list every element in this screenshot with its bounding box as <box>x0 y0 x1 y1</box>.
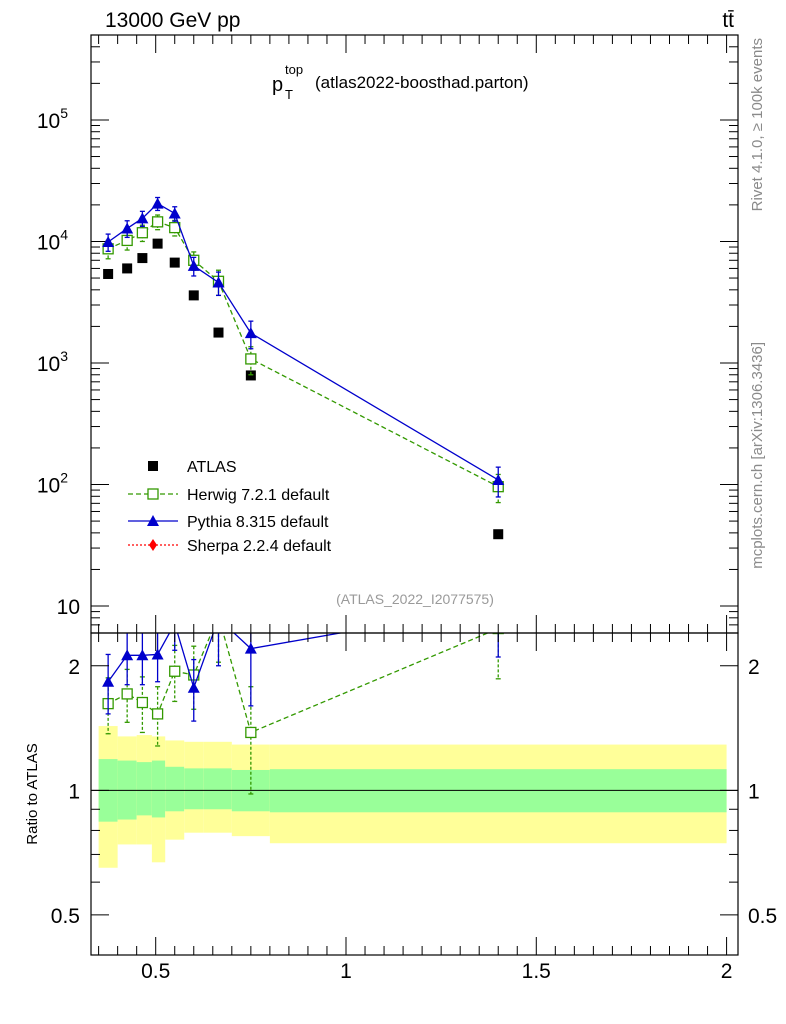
plot-title-sup: top <box>285 62 303 77</box>
series-line-herwig <box>107 221 499 488</box>
ratio-point-herwig <box>245 726 257 739</box>
data-point-pythia <box>187 259 200 271</box>
data-point-pythia <box>121 222 134 234</box>
legend-label-sherpa: Sherpa 2.2.4 default <box>187 538 332 555</box>
ratio-point-herwig <box>136 696 149 709</box>
ratio-point-pythia <box>244 642 257 654</box>
legend-entry-pythia: Pythia 8.315 default <box>128 514 329 531</box>
data-point-pythia <box>168 207 181 219</box>
legend-entry-herwig: Herwig 7.2.1 default <box>128 487 330 504</box>
y-tick-label-ratio-right: 1 <box>748 780 760 803</box>
main-panel: 10 102 103 104 105 p top T (atlas2022-boosth… <box>37 34 739 634</box>
legend-marker-sherpa <box>149 539 157 551</box>
analysis-id: (ATLAS_2022_I2077575) <box>336 591 494 607</box>
legend-entry-sherpa: Sherpa 2.2.4 default <box>128 538 332 555</box>
data-point-pythia <box>212 276 225 288</box>
y-tick-label-main: 105 <box>37 105 68 133</box>
x-tick-label: 1 <box>340 960 352 983</box>
legend-label-herwig: Herwig 7.2.1 default <box>187 487 330 504</box>
data-point-pythia <box>244 327 257 339</box>
legend-marker-atlas <box>148 461 158 471</box>
data-point-atlas <box>493 529 504 540</box>
data-point-atlas <box>245 370 256 381</box>
data-point-pythia <box>136 212 149 224</box>
data-point-pythia <box>492 473 505 485</box>
data-point-pythia <box>151 197 164 209</box>
y-tick-label-ratio-right: 2 <box>748 656 760 679</box>
legend-label-pythia: Pythia 8.315 default <box>187 514 329 531</box>
ratio-band-inner <box>151 760 166 818</box>
y-tick-label-main: 102 <box>37 470 68 498</box>
y-tick-label-main: 103 <box>37 348 68 376</box>
data-point-atlas <box>188 290 199 301</box>
process-label: tt̄ <box>722 9 734 32</box>
ratio-point-pythia <box>492 599 504 610</box>
data-point-herwig <box>136 227 149 239</box>
data-point-atlas <box>152 238 163 249</box>
energy-label: 13000 GeV pp <box>105 9 240 32</box>
series-line-pythia <box>107 202 499 481</box>
x-tick-label: 1.5 <box>522 960 551 983</box>
ratio-point-herwig <box>121 688 133 700</box>
plot-title-rest: (atlas2022-boosthad.parton) <box>315 73 529 92</box>
x-tick-label: 2 <box>721 960 733 983</box>
data-point-herwig <box>151 216 164 228</box>
y-tick-label-ratio-left: 2 <box>68 656 80 679</box>
y-tick-label-main: 10 <box>57 596 80 619</box>
data-point-atlas <box>103 268 114 279</box>
ratio-band-inner <box>203 768 232 810</box>
data-point-atlas <box>122 263 133 274</box>
y-tick-label-main: 104 <box>37 226 68 254</box>
ratio-band-inner <box>136 762 152 816</box>
y-tick-label-ratio-right: 0.5 <box>748 905 777 928</box>
ratio-point-herwig <box>151 708 164 720</box>
legend-marker-herwig <box>147 488 159 500</box>
legend-entry-atlas: ATLAS <box>148 459 237 476</box>
ratio-panel: 0.5 0.5 1 1 2 2 Ratio to ATLAS 0.5 1 1.5 2 <box>24 35 777 983</box>
ratio-point-herwig <box>213 611 223 621</box>
ratio-point-herwig <box>169 665 181 677</box>
y-tick-label-ratio-left: 0.5 <box>51 905 80 928</box>
ratio-band-inner <box>184 768 204 810</box>
rivet-label: Rivet 4.1.0, ≥ 100k events <box>749 38 766 211</box>
data-point-pythia <box>102 235 115 247</box>
data-point-herwig <box>245 353 257 365</box>
ratio-point-pythia <box>212 613 224 624</box>
x-tick-label: 0.5 <box>141 960 170 983</box>
data-point-atlas <box>137 253 148 264</box>
data-point-atlas <box>169 257 180 268</box>
mcplots-label: mcplots.cern.ch [arXiv:1306.3436] <box>749 342 766 569</box>
ratio-frame <box>90 632 739 956</box>
ratio-point-pythia <box>121 649 134 661</box>
legend-label-atlas: ATLAS <box>187 459 237 476</box>
ratio-point-pythia <box>102 675 115 687</box>
ratio-point-pythia <box>151 648 164 660</box>
ratio-line-pythia <box>107 633 344 690</box>
legend-marker-pythia <box>147 515 159 526</box>
ratio-point-pythia <box>136 649 149 661</box>
legend: ATLAS Herwig 7.2.1 default Pythia 8.315 … <box>128 459 332 555</box>
y-tick-label-ratio-left: 1 <box>68 780 80 803</box>
plot-title: p <box>272 74 283 96</box>
ratio-point-pythia <box>187 681 200 693</box>
ratio-ylabel: Ratio to ATLAS <box>24 743 41 844</box>
plot-title-sub: T <box>285 87 293 102</box>
ratio-band-inner <box>165 766 185 812</box>
data-point-atlas <box>213 327 224 338</box>
